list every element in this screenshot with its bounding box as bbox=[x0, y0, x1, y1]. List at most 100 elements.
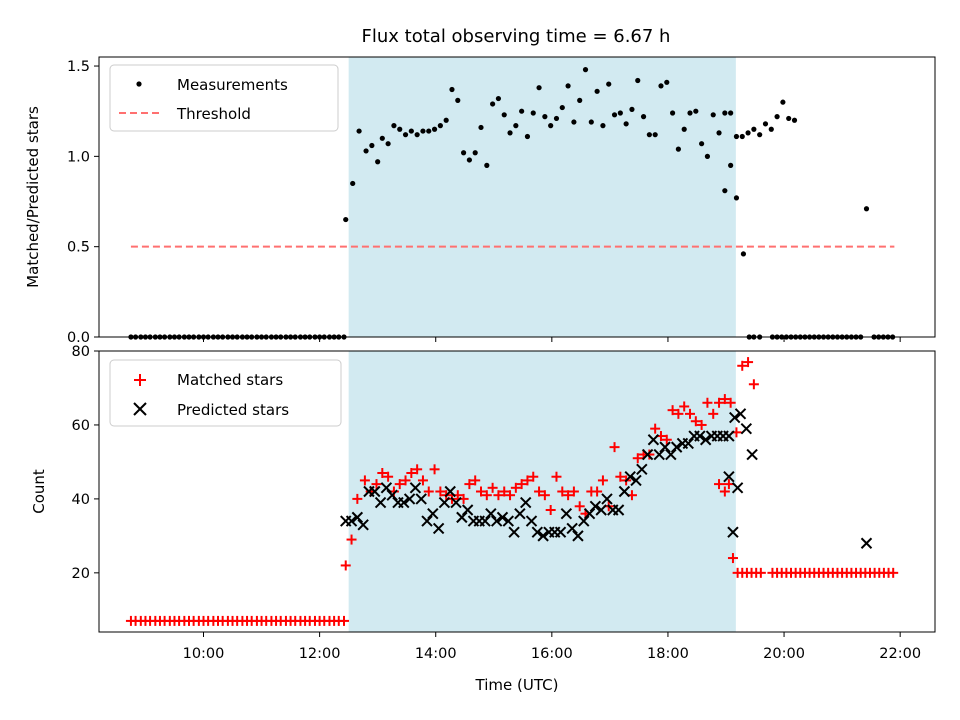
predicted-star-point bbox=[386, 489, 398, 501]
measurement-point bbox=[350, 180, 356, 187]
predicted-star-point bbox=[636, 463, 648, 476]
y-tick-label: 0.0 bbox=[67, 330, 90, 346]
predicted-star-point bbox=[734, 408, 747, 420]
predicted-star-point bbox=[514, 507, 526, 520]
matched-star-point bbox=[650, 423, 661, 434]
measurement-point bbox=[617, 110, 623, 116]
predicted-star-point bbox=[618, 485, 631, 498]
matched-star-point bbox=[673, 408, 684, 419]
predicted-star-point bbox=[554, 526, 567, 538]
matched-star-point bbox=[661, 434, 672, 445]
measurement-point bbox=[751, 126, 757, 132]
measurement-point bbox=[565, 83, 571, 89]
measurements-legend-marker bbox=[136, 81, 142, 87]
measurement-point bbox=[733, 133, 740, 140]
matched-star-point bbox=[423, 486, 434, 497]
predicted-star-point bbox=[641, 448, 654, 461]
measurement-point bbox=[356, 128, 362, 134]
top-y-axis-label: Matched/Predicted stars bbox=[24, 106, 42, 288]
predicted-star-point bbox=[525, 515, 538, 527]
matched-star-point bbox=[685, 408, 696, 419]
measurement-point bbox=[629, 106, 635, 112]
measurement-point bbox=[501, 112, 507, 118]
chart-title: Flux total observing time = 6.67 h bbox=[362, 26, 671, 47]
matched-star-point bbox=[632, 453, 643, 464]
predicted-star-point bbox=[723, 471, 735, 483]
matched-star-point bbox=[400, 475, 411, 486]
measurement-point bbox=[420, 128, 426, 134]
matched-star-point bbox=[470, 475, 481, 486]
measurement-point bbox=[704, 153, 711, 159]
measurement-point bbox=[431, 126, 438, 132]
bottom-x-ticks: 10:00 12:00 14:00 16:00 18:00 20:00 22:00 bbox=[183, 632, 921, 662]
measurement-point bbox=[437, 123, 443, 129]
measurement-point bbox=[466, 157, 472, 163]
predicted-star-point bbox=[444, 485, 456, 498]
matched-star-point bbox=[545, 504, 556, 515]
matched-star-point bbox=[667, 405, 678, 416]
matched-star-point bbox=[748, 379, 759, 390]
x-axis-label: Time (UTC) bbox=[475, 676, 559, 694]
predicted-star-point bbox=[647, 434, 660, 446]
predicted-star-point bbox=[415, 493, 427, 505]
predicted-star-point bbox=[659, 441, 671, 453]
top-panel: 0.0 0.5 1.0 1.5 Matched/Predicted stars Mea… bbox=[24, 56, 936, 346]
matched-star-point bbox=[615, 471, 626, 482]
matched-star-point bbox=[609, 442, 620, 453]
measurement-point bbox=[745, 130, 751, 136]
measurement-point bbox=[739, 133, 745, 140]
measurement-point bbox=[548, 123, 554, 129]
matched-star-point bbox=[534, 486, 545, 497]
predicted-legend-label: Predicted stars bbox=[177, 401, 289, 419]
predicted-star-point bbox=[369, 485, 381, 498]
matched-star-point bbox=[723, 479, 734, 490]
predicted-star-point bbox=[601, 493, 613, 505]
predicted-star-point bbox=[345, 515, 358, 527]
matched-star-point bbox=[528, 471, 539, 482]
measurement-point bbox=[664, 79, 670, 85]
y-tick-label: 1.0 bbox=[67, 149, 90, 165]
matched-star-point bbox=[417, 475, 428, 486]
predicted-star-point bbox=[351, 511, 364, 524]
predicted-star-point bbox=[729, 411, 741, 424]
measurement-point bbox=[369, 142, 375, 149]
measurement-point bbox=[600, 123, 606, 129]
predicted-star-point bbox=[461, 504, 474, 516]
measurement-point bbox=[681, 126, 687, 132]
x-tick-label: 18:00 bbox=[647, 646, 689, 662]
top-legend: Measurements Threshold bbox=[109, 64, 339, 132]
predicted-star-point bbox=[508, 526, 520, 538]
bottom-legend-box bbox=[109, 359, 342, 427]
matched-star-point bbox=[727, 553, 738, 564]
y-tick-label: 60 bbox=[72, 418, 90, 434]
bottom-axes-frame bbox=[98, 350, 936, 633]
matched-star-point bbox=[394, 479, 405, 490]
measurement-point bbox=[646, 132, 652, 138]
matched-legend-label: Matched stars bbox=[177, 371, 283, 389]
predicted-star-point bbox=[432, 522, 445, 535]
matched-legend-marker bbox=[134, 374, 146, 386]
measurement-point bbox=[397, 126, 403, 132]
measurement-point bbox=[559, 104, 565, 111]
predicted-stars-points bbox=[340, 408, 873, 549]
threshold-legend-label: Threshold bbox=[176, 105, 251, 123]
measurement-point bbox=[449, 86, 455, 93]
measurement-point bbox=[530, 110, 536, 116]
matched-star-point bbox=[743, 357, 754, 368]
matched-star-point bbox=[690, 416, 701, 427]
bottom-legend: Matched stars Predicted stars bbox=[109, 359, 342, 427]
matched-star-point bbox=[888, 567, 899, 578]
measurement-point bbox=[623, 121, 629, 127]
measurement-point bbox=[536, 85, 542, 91]
matched-star-point bbox=[487, 482, 498, 493]
top-observing-window bbox=[348, 57, 736, 337]
measurement-point bbox=[408, 128, 414, 134]
measurement-point bbox=[385, 141, 391, 147]
matched-star-point bbox=[516, 479, 527, 490]
measurement-point bbox=[780, 99, 786, 105]
predicted-star-point bbox=[374, 496, 387, 509]
predicted-legend-marker bbox=[133, 402, 147, 416]
matched-star-point bbox=[499, 486, 510, 497]
measurement-point bbox=[640, 114, 647, 120]
